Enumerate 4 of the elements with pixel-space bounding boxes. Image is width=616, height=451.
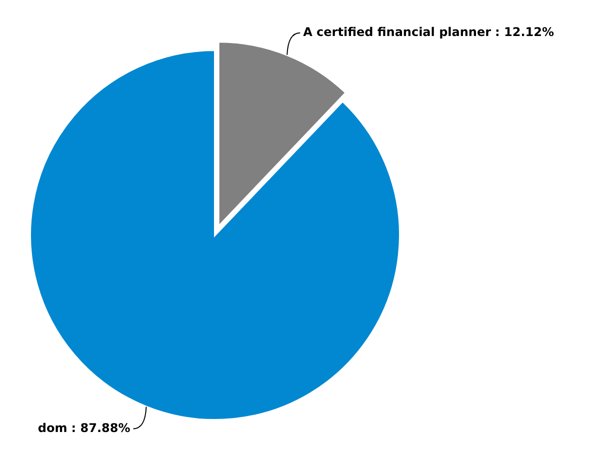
slice-label: dom xyxy=(38,421,68,436)
data-label: : 12.12% xyxy=(495,25,554,40)
slice-label: A certified financial planner xyxy=(303,25,492,40)
data-label: : 87.88% xyxy=(71,421,130,436)
